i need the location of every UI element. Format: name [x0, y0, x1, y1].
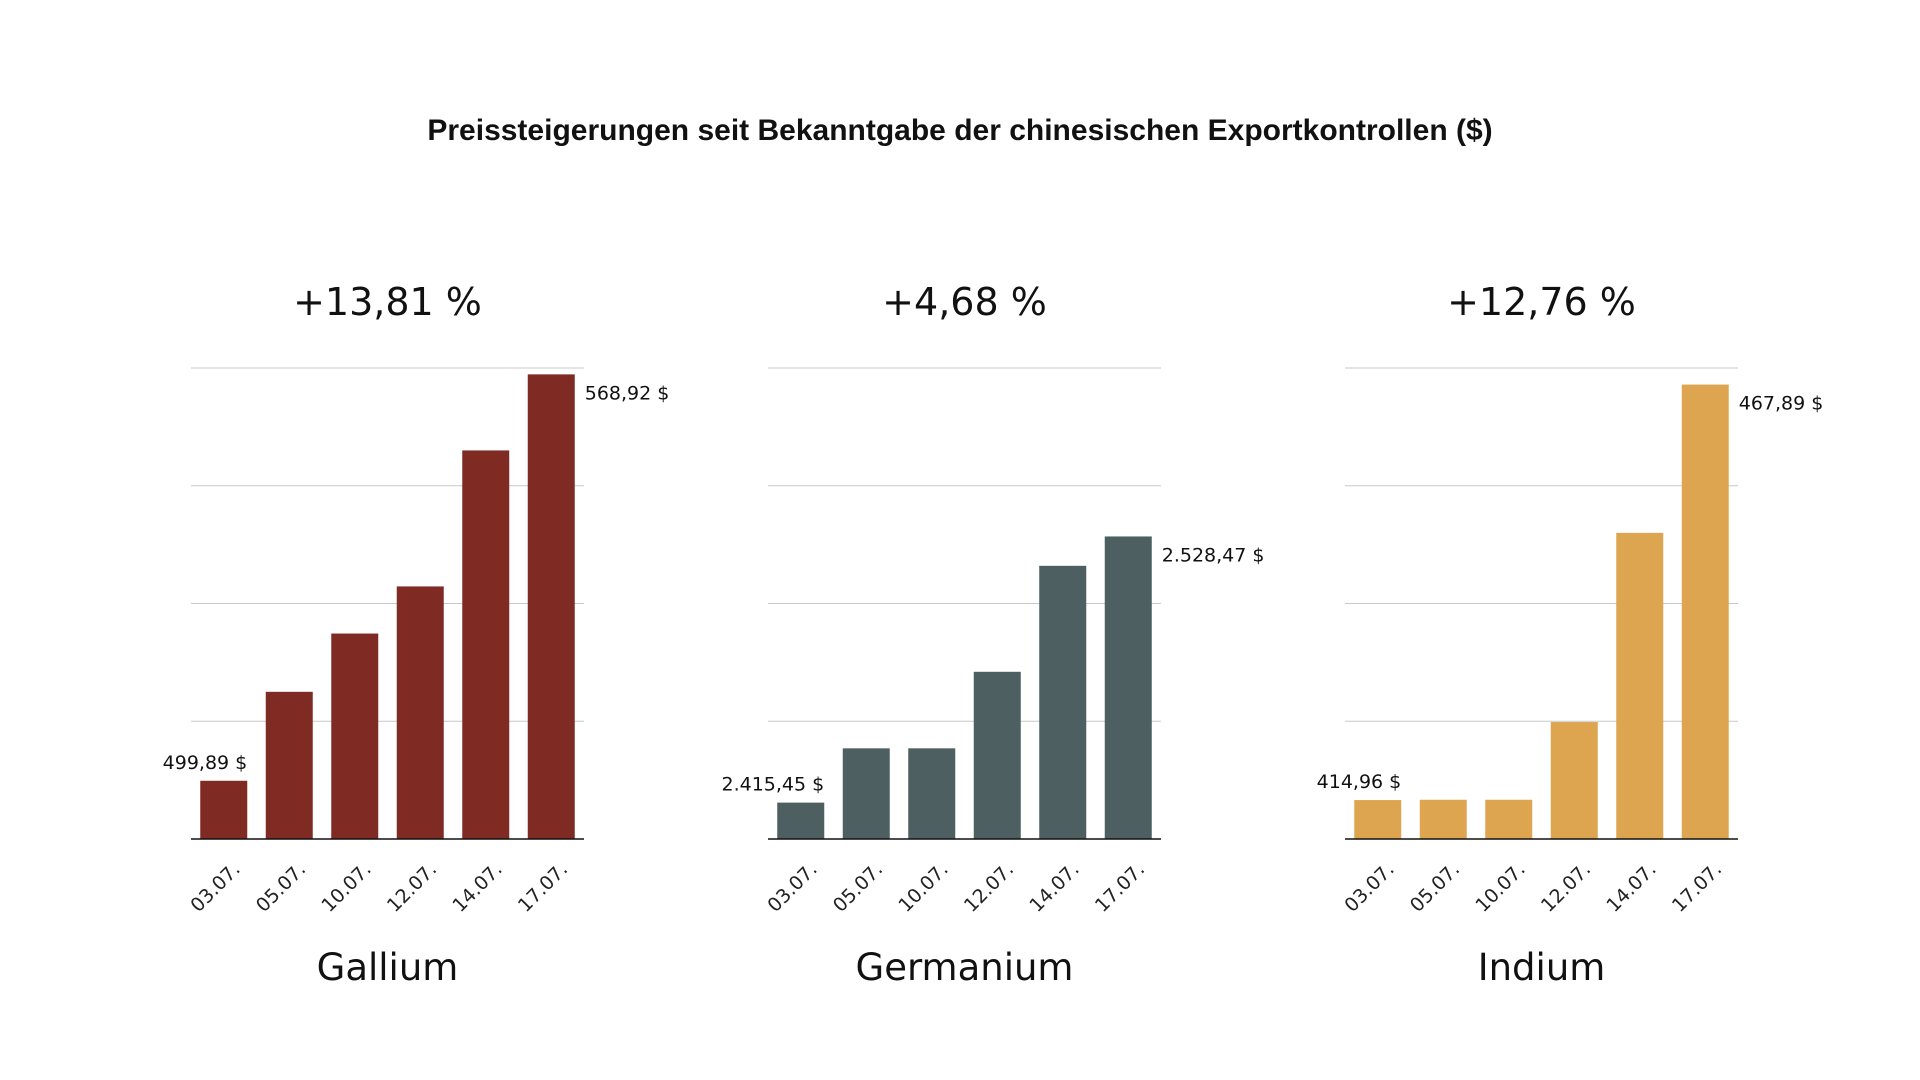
bar-14.07.: [1039, 565, 1087, 839]
bar-14.07.: [462, 450, 510, 839]
bar-05.07.: [842, 748, 890, 839]
x-tick-label: 03.07.: [186, 858, 244, 916]
data-label-first: 2.415,45 $: [722, 774, 825, 796]
x-tick-label: 10.07.: [317, 858, 375, 916]
bar-17.07.: [1681, 384, 1729, 839]
percent-change-label: +12,76 %: [1447, 280, 1636, 324]
bar-12.07.: [396, 586, 444, 839]
bar-05.07.: [265, 691, 313, 839]
bar-10.07.: [908, 748, 956, 839]
x-tick-label: 10.07.: [894, 858, 952, 916]
x-tick-label: 14.07.: [1025, 858, 1083, 916]
percent-change-label: +4,68 %: [882, 280, 1047, 324]
data-label-first: 499,89 $: [163, 752, 248, 774]
data-label-last: 467,89 $: [1739, 393, 1824, 415]
bar-17.07.: [527, 374, 575, 839]
x-tick-label: 05.07.: [829, 858, 887, 916]
bar-03.07.: [1354, 800, 1402, 839]
x-tick-label: 17.07.: [1091, 858, 1149, 916]
x-tick-label: 14.07.: [448, 858, 506, 916]
panel-title: Germanium: [856, 946, 1074, 989]
panel-title: Gallium: [317, 946, 459, 989]
x-tick-label: 12.07.: [960, 858, 1018, 916]
x-tick-label: 17.07.: [514, 858, 572, 916]
bar-14.07.: [1616, 532, 1664, 839]
bar-12.07.: [973, 671, 1021, 839]
x-tick-label: 14.07.: [1602, 858, 1660, 916]
bar-10.07.: [1485, 799, 1533, 839]
x-tick-label: 10.07.: [1471, 858, 1529, 916]
x-tick-label: 03.07.: [1340, 858, 1398, 916]
x-tick-label: 12.07.: [1537, 858, 1595, 916]
x-tick-label: 05.07.: [252, 858, 310, 916]
x-tick-label: 05.07.: [1406, 858, 1464, 916]
bar-05.07.: [1419, 799, 1467, 839]
bar-17.07.: [1104, 536, 1152, 839]
bar-10.07.: [331, 633, 379, 839]
bar-12.07.: [1550, 722, 1598, 839]
x-tick-label: 17.07.: [1668, 858, 1726, 916]
chart-title: Preissteigerungen seit Bekanntgabe der c…: [427, 114, 1493, 147]
data-label-last: 568,92 $: [585, 382, 670, 404]
x-tick-label: 03.07.: [763, 858, 821, 916]
x-tick-label: 12.07.: [383, 858, 441, 916]
bar-03.07.: [777, 802, 825, 839]
bar-03.07.: [200, 780, 248, 839]
data-label-first: 414,96 $: [1317, 771, 1402, 793]
data-label-last: 2.528,47 $: [1162, 544, 1265, 566]
percent-change-label: +13,81 %: [293, 280, 482, 324]
panel-title: Indium: [1478, 946, 1606, 989]
